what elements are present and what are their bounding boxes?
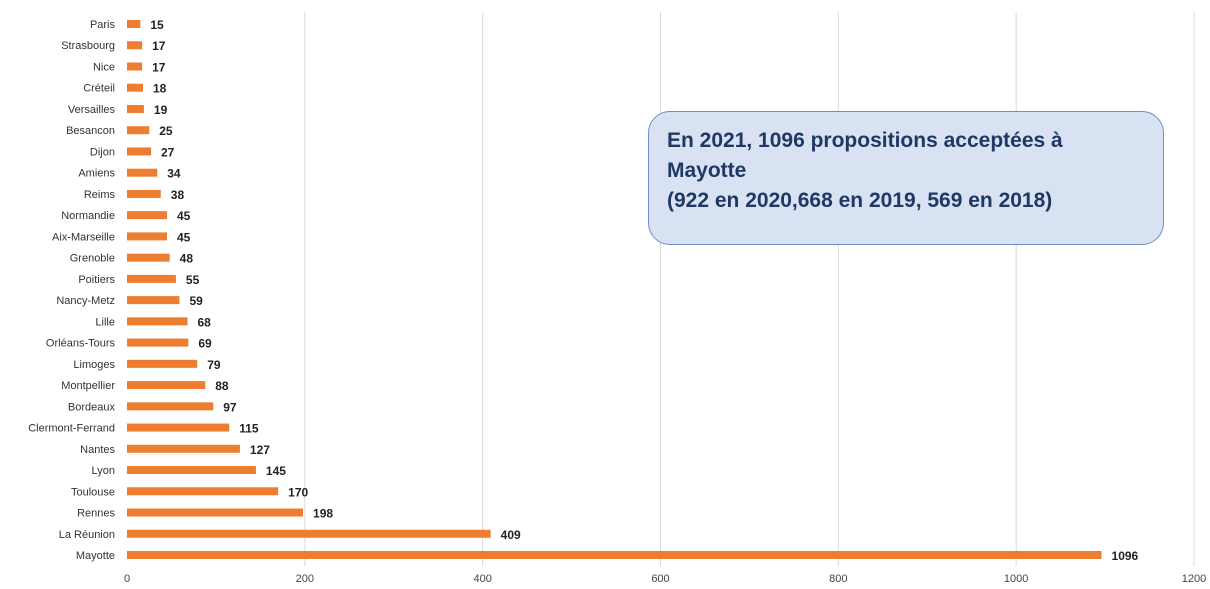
value-label: 17 (152, 60, 166, 74)
category-label: Paris (90, 19, 116, 31)
bar (127, 41, 143, 50)
value-label: 38 (171, 188, 185, 202)
callout-line-1: En 2021, 1096 propositions acceptées à (667, 129, 1063, 152)
value-label: 170 (288, 485, 308, 499)
value-label: 409 (501, 528, 521, 542)
category-label: Strasbourg (61, 40, 115, 52)
value-label: 27 (161, 145, 175, 159)
category-label: Limoges (73, 359, 115, 371)
x-tick-label: 200 (296, 573, 314, 585)
value-label: 97 (223, 400, 237, 414)
category-label: Bordeaux (68, 401, 116, 413)
annotation-callout: En 2021, 1096 propositions acceptées à M… (648, 111, 1164, 245)
value-label: 18 (153, 82, 167, 96)
category-label: Nice (93, 61, 115, 73)
bar (127, 83, 144, 92)
bar (127, 317, 188, 326)
bar (127, 423, 230, 432)
x-tick-label: 800 (829, 573, 847, 585)
value-label: 68 (197, 315, 211, 329)
category-label: Grenoble (70, 253, 115, 265)
bar (127, 466, 256, 475)
category-label: Versailles (68, 104, 116, 116)
category-label: Lyon (92, 465, 115, 477)
value-label: 34 (167, 167, 181, 181)
category-label: Créteil (83, 83, 115, 95)
category-label: Reims (84, 189, 116, 201)
bar (127, 487, 279, 496)
value-label: 198 (313, 507, 333, 521)
category-label: Toulouse (71, 486, 115, 498)
category-label: La Réunion (59, 529, 115, 541)
x-tick-label: 0 (124, 573, 130, 585)
value-label: 55 (186, 273, 200, 287)
value-label: 88 (215, 379, 229, 393)
bar (127, 551, 1102, 559)
bar (127, 62, 143, 71)
bar (127, 338, 189, 347)
category-label: Lille (95, 316, 115, 328)
value-label: 45 (177, 209, 191, 223)
value-label: 59 (189, 294, 203, 308)
value-label: 79 (207, 358, 221, 372)
bar (127, 444, 240, 453)
category-label: Clermont-Ferrand (28, 423, 115, 435)
x-tick-label: 400 (473, 573, 491, 585)
bar (127, 402, 214, 411)
bar (127, 104, 144, 113)
value-label: 1096 (1112, 549, 1139, 563)
x-tick-label: 1200 (1182, 573, 1206, 585)
bar (127, 168, 158, 177)
category-label: Rennes (77, 508, 115, 520)
bar (127, 232, 168, 241)
value-label: 25 (159, 124, 173, 138)
category-label: Poitiers (78, 274, 115, 286)
category-label: Normandie (61, 210, 115, 222)
value-label: 115 (239, 422, 259, 436)
bar (127, 359, 198, 368)
bar (127, 147, 152, 156)
value-label: 145 (266, 464, 286, 478)
value-label: 69 (198, 337, 212, 351)
category-label: Montpellier (61, 380, 115, 392)
callout-line-3: (922 en 2020,668 en 2019, 569 en 2018) (667, 189, 1053, 212)
value-label: 15 (150, 18, 164, 32)
category-label: Orléans-Tours (46, 338, 116, 350)
category-label: Nancy-Metz (56, 295, 115, 307)
bar (127, 20, 141, 28)
bar (127, 529, 491, 538)
value-label: 127 (250, 443, 270, 457)
bar (127, 296, 180, 305)
value-label: 17 (152, 39, 166, 53)
category-label: Aix-Marseille (52, 231, 115, 243)
bar (127, 253, 170, 262)
category-label: Mayotte (76, 550, 115, 562)
bar (127, 126, 150, 135)
category-label: Amiens (78, 168, 115, 180)
category-label: Nantes (80, 444, 115, 456)
category-label: Besancon (66, 125, 115, 137)
bar (127, 381, 206, 390)
x-tick-label: 1000 (1004, 573, 1028, 585)
category-label: Dijon (90, 146, 115, 158)
callout-line-2: Mayotte (667, 159, 747, 182)
value-label: 19 (154, 103, 168, 117)
bar (127, 189, 161, 198)
bar (127, 211, 168, 220)
bar (127, 508, 304, 517)
x-tick-label: 600 (651, 573, 669, 585)
bar (127, 274, 176, 283)
value-label: 45 (177, 230, 191, 244)
value-label: 48 (180, 252, 194, 266)
